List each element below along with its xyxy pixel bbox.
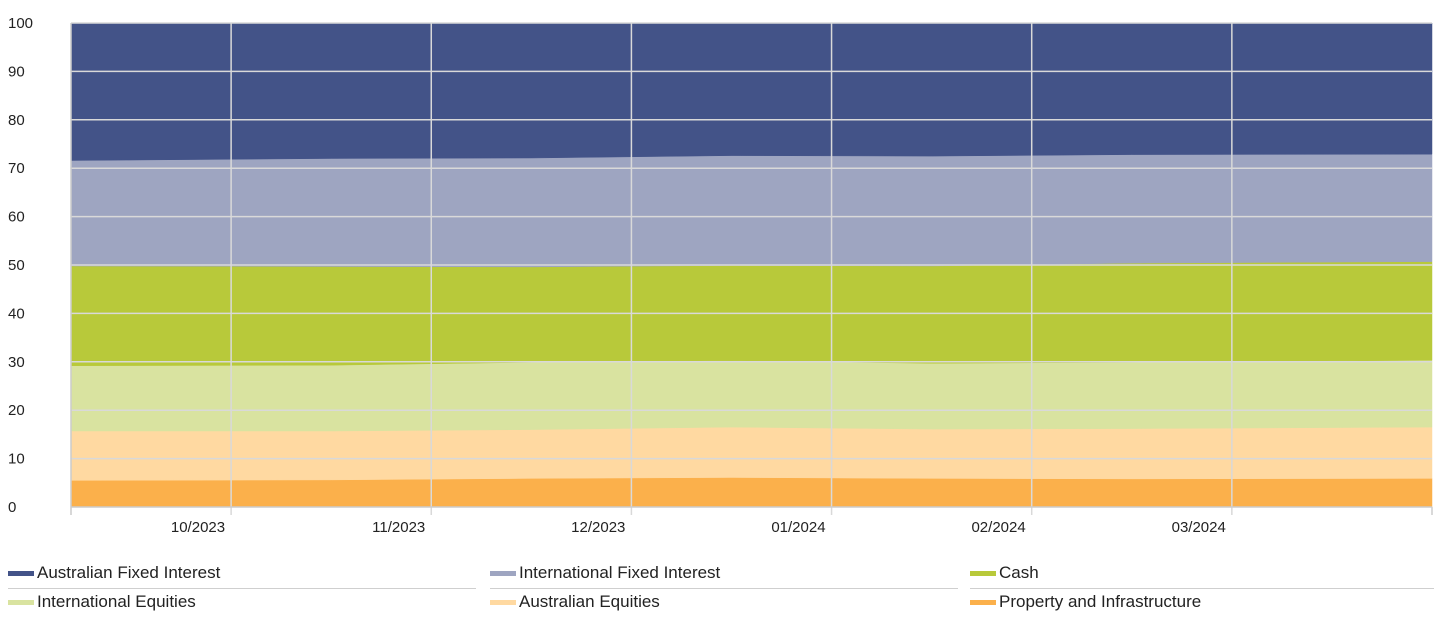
area-australian-equities (70, 426, 1433, 481)
legend-item-australian-fixed-interest: Australian Fixed Interest (8, 560, 220, 586)
y-tick-label: 30 (8, 354, 25, 371)
x-tick-label: 02/2024 (971, 519, 1025, 536)
y-tick-label: 50 (8, 257, 25, 274)
legend: Australian Fixed Interest International … (8, 560, 1434, 618)
legend-label: Australian Equities (519, 592, 660, 611)
y-tick-label: 90 (8, 63, 25, 80)
legend-swatch (490, 599, 516, 605)
legend-label: Property and Infrastructure (999, 592, 1202, 611)
stacked-area-chart: 0 10 20 30 40 50 60 70 80 90 100 10/2023 11/2023 12/… (8, 15, 1433, 536)
legend-item-cash: Cash (970, 560, 1039, 586)
series-areas (70, 22, 1433, 508)
legend-swatch (490, 570, 516, 576)
y-tick-label: 60 (8, 209, 25, 226)
legend-divider (8, 588, 476, 589)
x-tick-label: 01/2024 (771, 519, 825, 536)
legend-divider (970, 588, 1434, 589)
legend-swatch (8, 570, 34, 576)
legend-swatch (970, 570, 996, 576)
x-tick-label: 03/2024 (1172, 519, 1226, 536)
y-tick-label: 20 (8, 402, 25, 419)
y-tick-label: 10 (8, 451, 25, 468)
area-property-and-infrastructure (70, 477, 1433, 508)
y-tick-label: 70 (8, 160, 25, 177)
legend-item-property-and-infrastructure: Property and Infrastructure (970, 589, 1201, 615)
legend-item-international-equities: International Equities (8, 589, 196, 615)
grid-lines (70, 22, 1433, 515)
legend-item-australian-equities: Australian Equities (490, 589, 660, 615)
x-axis: 10/2023 11/2023 12/2023 01/2024 02/2024 03/20… (171, 519, 1226, 536)
y-tick-label: 80 (8, 112, 25, 129)
y-tick-label: 0 (8, 499, 16, 516)
legend-label: Cash (999, 563, 1039, 582)
area-international-fixed-interest (70, 153, 1433, 268)
area-international-equities (70, 360, 1433, 432)
legend-swatch (8, 599, 34, 605)
legend-label: International Equities (37, 592, 196, 611)
y-axis: 0 10 20 30 40 50 60 70 80 90 100 (8, 15, 33, 516)
legend-swatch (970, 599, 996, 605)
area-australian-fixed-interest (70, 22, 1433, 161)
x-tick-label: 10/2023 (171, 519, 225, 536)
x-tick-label: 11/2023 (372, 519, 425, 536)
y-tick-label: 40 (8, 305, 25, 322)
x-tick-label: 12/2023 (571, 519, 625, 536)
legend-label: International Fixed Interest (519, 563, 721, 582)
legend-divider (490, 588, 958, 589)
y-tick-label: 100 (8, 15, 33, 32)
legend-label: Australian Fixed Interest (37, 563, 221, 582)
legend-item-international-fixed-interest: International Fixed Interest (490, 560, 720, 586)
